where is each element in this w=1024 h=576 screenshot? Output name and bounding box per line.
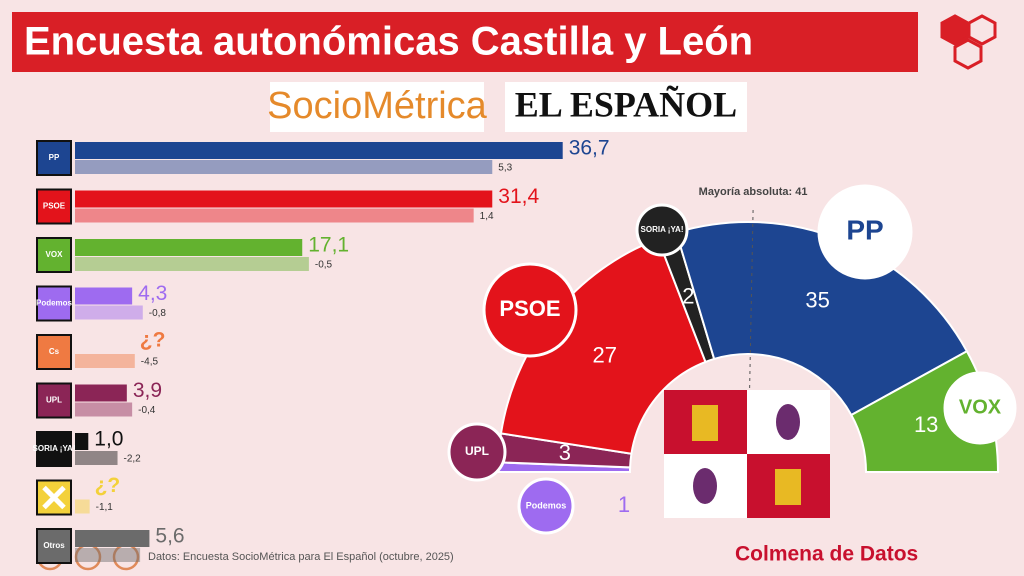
party-logo xyxy=(36,334,72,370)
change-label: -0,8 xyxy=(149,308,167,319)
bar xyxy=(75,384,127,402)
previous-bar xyxy=(75,208,474,223)
value-label: 17,1 xyxy=(308,234,349,257)
party-logo xyxy=(36,237,72,273)
change-label: -0,5 xyxy=(315,260,333,271)
party-logo-label: Podemos xyxy=(36,299,73,308)
change-label: -1,1 xyxy=(96,502,114,513)
previous-bar xyxy=(75,499,90,514)
logo-box xyxy=(505,82,747,132)
previous-bar xyxy=(75,160,493,174)
logo-el-espanol: EL ESPAÑOL xyxy=(515,84,737,124)
seat-label: 1 xyxy=(618,492,630,517)
seat-label: 35 xyxy=(805,287,829,312)
value-label: 5,6 xyxy=(155,525,184,548)
party-logo-label: SORIA ¡YA! xyxy=(641,225,684,234)
party-logo xyxy=(635,203,689,257)
flag xyxy=(664,390,830,518)
title: Encuesta autonómicas Castilla y León xyxy=(24,20,753,64)
party-logo-label: PP xyxy=(846,214,883,245)
value-label: 4,3 xyxy=(138,282,167,305)
bar xyxy=(75,530,150,547)
hex-logo xyxy=(940,14,997,70)
title-bar xyxy=(12,12,918,72)
party-logo xyxy=(36,528,72,564)
party-logo-mark xyxy=(42,485,66,510)
seat-segment xyxy=(675,221,969,417)
majority-label: Mayoría absoluta: 41 xyxy=(699,186,808,198)
value-label: 1,0 xyxy=(94,428,123,451)
party-logo xyxy=(447,422,507,482)
party-logo xyxy=(36,188,72,225)
party-logo-label: UPL xyxy=(465,444,489,458)
seat-label: 13 xyxy=(914,412,938,437)
seat-label: 2 xyxy=(682,284,694,309)
party-logo-label: PSOE xyxy=(499,296,560,321)
party-logo-label: Cs xyxy=(49,347,60,356)
party-logo-label: UPL xyxy=(46,396,62,405)
brand: Colmena de Datos xyxy=(735,543,918,566)
party-logo-label: Otros xyxy=(43,541,65,550)
party-logo-label: Podemos xyxy=(526,500,567,510)
value-label: ¿? xyxy=(95,474,121,497)
party-logo xyxy=(943,371,1017,445)
party-logo xyxy=(36,431,72,467)
party-logo xyxy=(36,140,72,176)
party-logo-label: VOX xyxy=(959,396,1002,418)
previous-bar xyxy=(75,451,118,465)
logo-box xyxy=(270,82,484,132)
value-label: ¿? xyxy=(140,329,166,352)
party-logo xyxy=(517,477,575,535)
change-label: -4,5 xyxy=(141,357,159,368)
source: Datos: Encuesta SocioMétrica para El Esp… xyxy=(148,551,454,563)
value-label: 3,9 xyxy=(133,379,162,402)
party-logo xyxy=(482,262,578,358)
previous-bar xyxy=(75,305,143,320)
change-label: -0,4 xyxy=(138,405,156,416)
bar xyxy=(75,287,133,305)
seat-label: 27 xyxy=(593,342,617,367)
value-label: 31,4 xyxy=(498,185,539,208)
previous-bar xyxy=(75,402,133,417)
value-label: 36,7 xyxy=(569,137,610,160)
logo-sociometrica: SocioMétrica xyxy=(267,85,487,127)
previous-bar xyxy=(75,354,135,368)
change-label: 1,4 xyxy=(480,211,494,222)
party-logo xyxy=(36,285,72,322)
change-label: -2,2 xyxy=(124,454,142,465)
party-logo xyxy=(817,184,913,280)
seat-label: 3 xyxy=(559,440,571,465)
change-label: 5,3 xyxy=(498,163,512,174)
previous-bar xyxy=(75,548,141,562)
bar xyxy=(75,433,89,450)
bar xyxy=(75,239,303,256)
party-logo xyxy=(36,382,72,419)
party-logo-label: VOX xyxy=(46,250,64,259)
previous-bar xyxy=(75,257,309,271)
party-logo-label: SORIA ¡YA! xyxy=(33,444,76,453)
bar xyxy=(75,142,563,159)
bar xyxy=(75,190,493,208)
party-logo-label: PSOE xyxy=(43,202,66,211)
party-logo-label: PP xyxy=(49,153,60,162)
